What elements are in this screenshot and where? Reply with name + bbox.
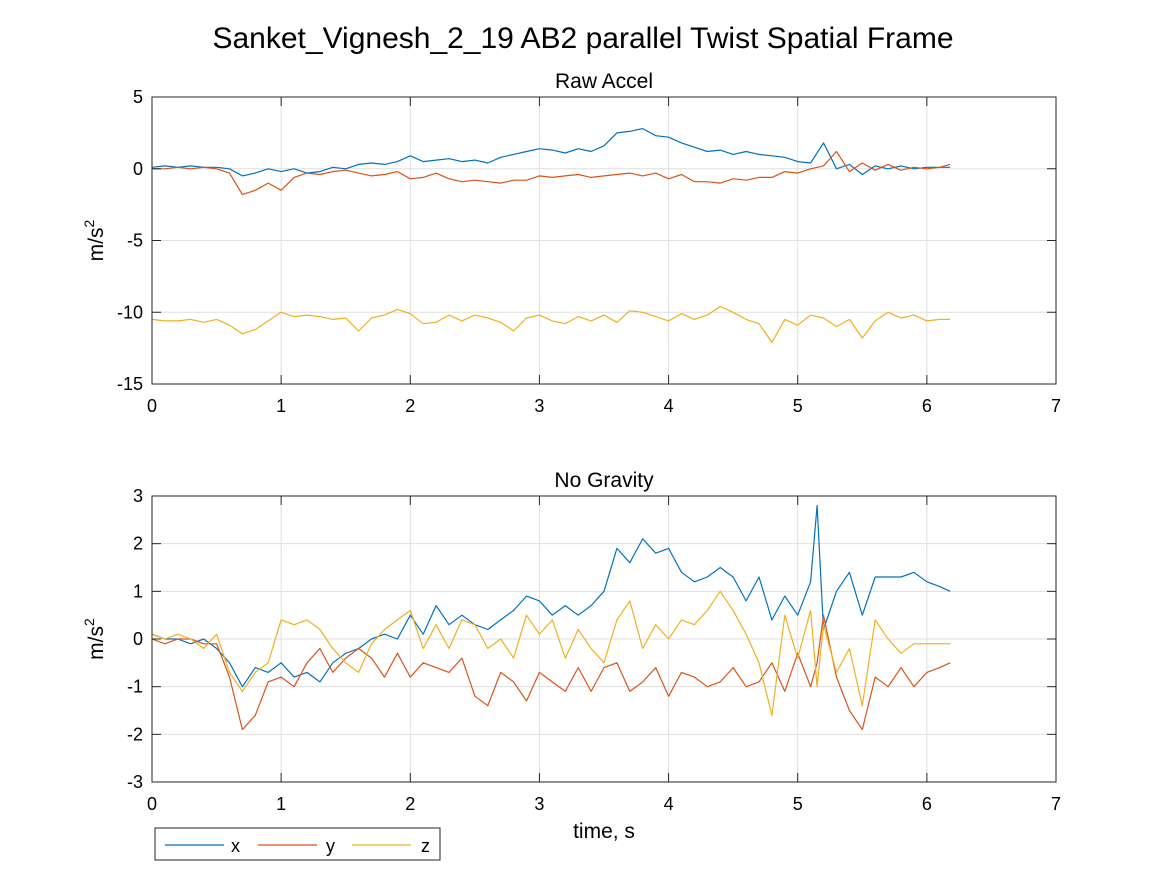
y-axis-label-unit: m/s [85, 626, 108, 660]
x-tick-label: 3 [534, 396, 544, 416]
x-axis-label: time, s [573, 820, 635, 843]
x-tick-label: 0 [147, 794, 157, 814]
x-tick-label: 6 [922, 794, 932, 814]
x-tick-label: 2 [405, 794, 415, 814]
x-tick-label: 7 [1051, 396, 1061, 416]
y-tick-label: 0 [133, 159, 143, 179]
y-tick-label: 0 [133, 629, 143, 649]
series-line-y [151, 614, 951, 731]
y-tick-label: -10 [117, 302, 143, 322]
y-tick-label: -3 [127, 772, 143, 792]
series-line-x [151, 504, 951, 688]
series-line-y [152, 150, 951, 196]
x-tick-label: 0 [147, 396, 157, 416]
ticks: 0 1 2 3 4 5 6 7 5 0 -5 -10 -15 [117, 87, 1061, 416]
y-tick-label: 1 [133, 581, 143, 601]
subplot-raw-accel: Raw Accel 0 1 2 3 4 5 6 750-5-10-15 m/s2 [81, 70, 1061, 416]
y-axis-label: m/s2 [81, 618, 108, 660]
y-tick-label: 2 [133, 534, 143, 554]
subplot-title: No Gravity [554, 469, 654, 492]
legend-box [154, 827, 441, 861]
y-tick-label: 3 [133, 486, 143, 506]
plot-lines [151, 128, 951, 343]
x-tick-label: 7 [1051, 794, 1061, 814]
y-axis-label-unit: m/s [85, 227, 108, 261]
series-line-z [151, 590, 951, 716]
y-axis-label-superscript: 2 [81, 618, 97, 626]
x-tick-label: 1 [276, 396, 286, 416]
subplot-title: Raw Accel [555, 70, 653, 93]
figure-title: Sanket_Vignesh_2_19 AB2 parallel Twist S… [212, 22, 953, 55]
series-line-z [151, 305, 951, 343]
series-line-x [151, 128, 951, 177]
x-tick-label: 3 [534, 794, 544, 814]
y-axis-label: m/s2 [81, 219, 108, 261]
plot-lines [151, 504, 951, 731]
ticks: 0 1 2 3 4 5 6 7 3 2 1 0 -1 -2 -3 [127, 486, 1061, 814]
x-tick-label: 6 [922, 396, 932, 416]
legend: x y z [154, 827, 441, 861]
y-tick-label: -2 [127, 724, 143, 744]
x-tick-label: 4 [664, 396, 674, 416]
x-tick-label: 1 [276, 794, 286, 814]
legend-entry-x: x [231, 836, 240, 856]
legend-entry-y: y [326, 836, 335, 856]
y-tick-label: -5 [127, 231, 143, 251]
x-tick-label: 4 [664, 794, 674, 814]
legend-entry-z: z [421, 836, 430, 856]
x-tick-label: 5 [793, 396, 803, 416]
y-axis-label-superscript: 2 [81, 219, 97, 227]
y-tick-label: -1 [127, 677, 143, 697]
y-tick-label: -15 [117, 374, 143, 394]
x-tick-label: 2 [405, 396, 415, 416]
y-tick-label: 5 [133, 87, 143, 107]
x-tick-label: 5 [793, 794, 803, 814]
